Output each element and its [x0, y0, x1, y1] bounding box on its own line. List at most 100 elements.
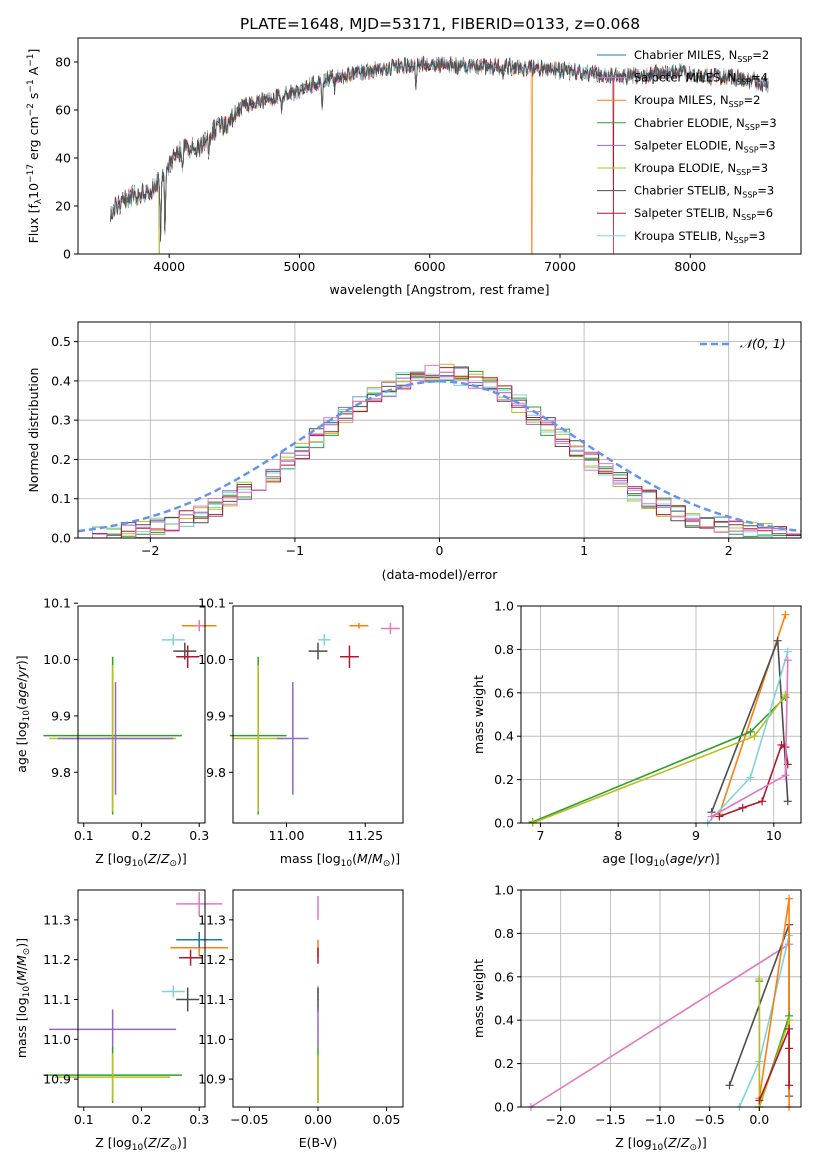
x-axis-label: E(B-V)	[299, 1135, 338, 1150]
spectrum-line-kroupa-miles	[110, 56, 769, 255]
axes: 0.1 0.2 0.3 10.9 11.0 11.1 11.2 11.3	[43, 889, 209, 1127]
x-tick-label: 8	[614, 828, 622, 843]
errorbar-point-salpeter-elodie	[57, 682, 174, 795]
plot-area	[317, 895, 319, 1104]
errorbar-point-salpeter-miles	[196, 620, 203, 632]
y-tick-label: 11.3	[43, 912, 71, 927]
y-tick-label: 0.2	[494, 772, 514, 787]
series-line	[532, 694, 787, 824]
legend-entry-salpeter-miles: Salpeter MILES, NSSP=4	[634, 71, 768, 87]
legend-entry-kroupa-miles: Kroupa MILES, NSSP=2	[634, 93, 760, 109]
y-axis-label: Normed distribution	[26, 368, 41, 493]
y-axis-label: mass weight	[471, 675, 486, 754]
series-line	[738, 935, 790, 1108]
y-axis-label: Flux [fλ10−17 erg cm−2 s−1 A−1]	[26, 49, 44, 244]
plot-area	[528, 610, 792, 827]
errorbar-point-kroupa-elodie	[233, 665, 284, 812]
y-tick-label: 0.5	[51, 334, 71, 349]
errorbar-point-salpeter-elodie	[277, 682, 309, 795]
series-kroupa-stelib	[735, 931, 794, 1111]
y-tick-label: 1.0	[494, 599, 514, 614]
x-tick-label: −0.05	[230, 1112, 268, 1127]
errorbar-point-salpeter-miles	[380, 622, 400, 635]
y-tick-label: 0.8	[494, 926, 514, 941]
y-tick-label: 60	[55, 103, 71, 118]
x-tick-label: −1.0	[645, 1112, 675, 1127]
x-tick-label: 1	[580, 543, 588, 558]
x-tick-label: 6000	[414, 259, 446, 274]
errorbar-point-kroupa-stelib	[161, 985, 185, 998]
y-tick-label: 9.8	[206, 765, 226, 780]
series-line	[532, 696, 786, 823]
legend: 𝒩(0, 1)	[700, 336, 786, 351]
errorbar-point-salpeter-stelib	[317, 947, 319, 964]
errorbar-point-kroupa-elodie	[54, 1053, 171, 1102]
x-axis-label: Z [log10(Z/Z⊙)]	[615, 1135, 707, 1153]
errorbar-point-salpeter-elodie	[317, 1007, 319, 1048]
x-tick-label: −0.5	[694, 1112, 724, 1127]
errorbar-point-salpeter-stelib	[176, 645, 200, 668]
x-tick-label: 0.05	[373, 1112, 401, 1127]
legend-entry-chabrier-stelib: Chabrier STELIB, NSSP=3	[634, 184, 774, 200]
x-axis-label: age [log10(age/yr)]	[602, 851, 719, 869]
spectrum-line-chabrier-stelib	[110, 56, 769, 242]
legend-entry-chabrier-miles: Chabrier MILES, NSSP=2	[634, 48, 769, 64]
series-salpeter-stelib	[755, 1024, 794, 1105]
x-tick-label: −1	[286, 543, 304, 558]
axes: −2.0 −1.5 −1.0 −0.5 0.0 0.0 0.2 0.4 0.6 0.8 1.0	[494, 883, 802, 1127]
y-tick-label: 40	[55, 151, 71, 166]
histogram-kroupa-elodie	[78, 363, 801, 539]
y-tick-label: 11.0	[43, 1032, 71, 1047]
plot-area	[110, 55, 769, 255]
series-line	[758, 898, 790, 1107]
y-tick-label: 10.0	[43, 652, 71, 667]
axes: 11.00 11.25 9.8 9.9 10.0 10.1	[198, 596, 404, 843]
axes: −2 −1 0 1 2 0.0 0.1 0.2 0.3 0.4 0.5	[51, 321, 802, 558]
x-tick-label: 0.3	[189, 828, 209, 843]
x-tick-label: 0.00	[304, 1112, 332, 1127]
x-tick-label: 7000	[544, 259, 576, 274]
x-tick-label: 0.1	[74, 1112, 94, 1127]
y-tick-label: 0.8	[494, 642, 514, 657]
errorbar-point-chabrier-miles	[176, 931, 223, 948]
errorbar-point-kroupa-miles	[349, 622, 369, 629]
errorbar-point-chabrier-stelib	[176, 987, 200, 1012]
y-tick-label: 0.2	[494, 1056, 514, 1071]
y-axis-label: age [log10(age/yr)]	[14, 655, 32, 772]
y-tick-label: 11.1	[43, 992, 71, 1007]
y-tick-label: 0.6	[494, 969, 514, 984]
y-tick-label: 0.2	[51, 452, 71, 467]
series-line	[758, 1028, 790, 1101]
x-axis-label: mass [log10(M/M⊙)]	[280, 851, 400, 869]
y-tick-label: 10.0	[198, 652, 226, 667]
y-tick-label: 0.1	[51, 491, 71, 506]
plot-area	[43, 891, 229, 1104]
residual-histogram-panel: −2 −1 0 1 2 0.0 0.1 0.2 0.3 0.4 0.5 𝒩(0, 1) (data-mo…	[26, 321, 802, 582]
axes: −0.05 0.00 0.05 10.9 11.0 11.1 11.2 11.3	[198, 889, 404, 1127]
y-axis-label: mass weight	[471, 959, 486, 1038]
errorbar-point-salpeter-stelib	[179, 949, 203, 966]
legend-entry-kroupa-stelib: Kroupa STELIB, NSSP=3	[634, 229, 765, 245]
y-tick-label: 0.0	[494, 1100, 514, 1115]
x-tick-label: 0.2	[132, 1112, 152, 1127]
y-tick-label: 11.2	[43, 952, 71, 967]
age-vs-mass-panel: 11.00 11.25 9.8 9.9 10.0 10.1 mass [log10(M/M⊙…	[198, 596, 404, 869]
x-axis-label: Z [log10(Z/Z⊙)]	[95, 1135, 187, 1153]
massweight-vs-metallicity-panel: −2.0 −1.5 −1.0 −0.5 0.0 0.0 0.2 0.4 0.6 0.8 1.0 mas…	[471, 883, 802, 1153]
plot-area	[229, 622, 400, 815]
legend: Chabrier MILES, NSSP=2 Salpeter MILES, NS…	[597, 48, 777, 245]
y-tick-label: 10.1	[43, 596, 71, 611]
mass-vs-ebv-panel: −0.05 0.00 0.05 10.9 11.0 11.1 11.2 11.3 E(B-V)	[198, 889, 404, 1150]
axes: 4000 5000 6000 7000 8000 0 20 40 60 80	[55, 37, 802, 274]
y-tick-label: 0	[63, 247, 71, 262]
series-chabrier-stelib	[707, 636, 792, 817]
y-tick-label: 10.9	[198, 1072, 226, 1087]
y-tick-label: 0.4	[494, 1013, 514, 1028]
errorbar-point-kroupa-stelib	[161, 634, 185, 646]
axes-frame	[77, 37, 802, 255]
grid-lines	[78, 322, 801, 539]
axes-frame	[232, 605, 404, 824]
x-tick-label: −1.5	[595, 1112, 625, 1127]
series-line	[530, 943, 790, 1108]
plot-area	[77, 363, 802, 539]
